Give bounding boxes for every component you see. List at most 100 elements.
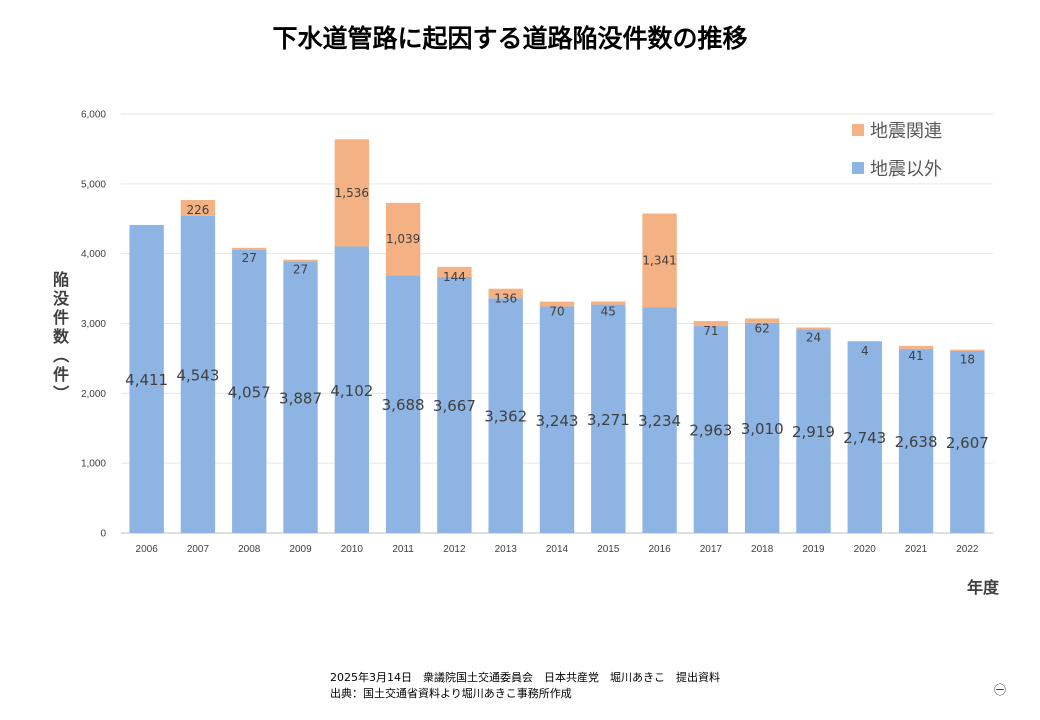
x-tick-label: 2006 [136,544,159,555]
x-tick-label: 2013 [495,544,518,555]
bar-earthquake-2007 [180,199,216,216]
data-label-non-earthquake-2007: 4,543 [176,366,219,384]
data-label-earthquake-2020: 4 [861,344,869,358]
data-label-non-earthquake-2014: 3,243 [536,412,579,430]
x-tick-label: 2010 [341,544,364,555]
x-tick-label: 2020 [854,544,877,555]
bar-earthquake-2021 [898,345,934,349]
bar-earthquake-2014 [539,301,575,307]
data-label-earthquake-2015: 45 [601,304,616,318]
y-axis-ticks: 0 1,000 2,000 3,000 4,000 5,000 6,000 [81,110,106,540]
bar-earthquake-2010 [334,139,370,247]
y-tick-label: 5,000 [81,179,106,190]
x-tick-label: 2021 [905,544,928,555]
data-label-earthquake-2009: 27 [293,263,308,277]
y-tick-label: 1,000 [81,459,106,470]
x-tick-label: 2017 [700,544,723,555]
data-label-non-earthquake-2012: 3,667 [433,397,476,415]
x-tick-label: 2015 [597,544,620,555]
bar-non-earthquake-2010 [334,246,370,533]
bar-non-earthquake-2007 [180,215,216,533]
data-label-non-earthquake-2017: 2,963 [689,422,732,440]
x-tick-label: 2009 [289,544,312,555]
bar-non-earthquake-2021 [898,348,934,533]
x-tick-label: 2019 [802,544,825,555]
bar-non-earthquake-2006 [129,224,164,534]
data-label-earthquake-2013: 136 [494,292,517,306]
x-tick-label: 2007 [187,544,210,555]
x-axis-ticks: 2006 2007 2008 2009 2010 2011 2012 2013 2014 2015… [136,544,979,555]
legend-label-earthquake: 地震関連 [870,121,942,142]
bar-earthquake-2011 [385,202,421,276]
legend-label-non-earthquake: 地震以外 [870,159,942,180]
data-label-non-earthquake-2022: 2,607 [946,434,989,452]
data-label-non-earthquake-2016: 3,234 [638,412,681,430]
bar-non-earthquake-2012 [437,276,472,533]
data-label-earthquake-2012: 144 [443,270,466,284]
y-tick-label: 0 [100,529,106,540]
data-label-earthquake-2018: 62 [755,321,770,335]
y-tick-label: 6,000 [81,110,106,121]
data-label-non-earthquake-2015: 3,271 [587,411,630,429]
data-label-non-earthquake-2009: 3,887 [279,389,322,407]
y-axis-label-char: 数 [53,327,70,346]
bars [129,139,985,534]
data-label-earthquake-2017: 71 [703,324,718,338]
x-tick-label: 2022 [956,544,979,555]
data-label-non-earthquake-2006: 4,411 [125,371,168,389]
bar-earthquake-2019 [796,327,831,330]
bar-earthquake-2012 [437,266,472,277]
y-axis-label: 陥没件数（件） [51,270,70,401]
data-label-earthquake-2021: 41 [908,349,923,363]
bar-non-earthquake-2014 [539,306,575,533]
data-label-earthquake-2016: 1,341 [642,253,676,267]
bar-non-earthquake-2009 [283,261,318,533]
x-tick-label: 2016 [648,544,671,555]
bar-non-earthquake-2016 [642,307,677,533]
data-label-non-earthquake-2021: 2,638 [895,433,938,451]
data-label-earthquake-2022: 18 [960,353,975,367]
y-tick-label: 2,000 [81,389,106,400]
y-axis-label-char: 陥 [53,270,69,289]
data-label-earthquake-2019: 24 [806,330,821,344]
bar-earthquake-2009 [283,259,318,262]
bar-earthquake-2008 [232,247,267,250]
data-label-earthquake-2008: 27 [242,251,257,265]
bar-earthquake-2017 [693,321,729,327]
legend: 地震関連 地震以外 [852,121,942,180]
x-tick-label: 2008 [238,544,261,555]
x-tick-label: 2014 [546,544,569,555]
data-label-earthquake-2007: 226 [186,203,209,217]
data-label-non-earthquake-2008: 4,057 [228,383,271,401]
y-axis-label-char: 件 [53,365,69,384]
bar-non-earthquake-2011 [385,275,421,533]
footer-line-2: 出典：国土交通省資料より堀川あきこ事務所作成 [330,686,572,700]
bar-non-earthquake-2008 [232,249,267,534]
y-tick-label: 3,000 [81,319,106,330]
y-axis-label-char: 没 [53,289,70,308]
y-axis-label-char: ） [51,385,70,401]
data-label-earthquake-2014: 70 [549,305,564,319]
data-label-non-earthquake-2020: 2,743 [843,429,886,447]
x-tick-label: 2018 [751,544,774,555]
x-axis-label: 年度 [967,578,1000,597]
data-label-earthquake-2010: 1,536 [335,186,369,200]
y-axis-label-char: （ [51,347,70,363]
legend-swatch-earthquake [852,124,864,136]
page-number: ㊀ [994,683,1006,697]
bar-earthquake-2015 [591,301,626,305]
bar-non-earthquake-2018 [744,322,780,533]
y-tick-label: 4,000 [81,249,106,260]
data-label-non-earthquake-2019: 2,919 [792,423,835,441]
chart-title: 下水道管路に起因する道路陥没件数の推移 [272,24,747,53]
legend-swatch-non-earthquake [852,162,864,174]
bar-non-earthquake-2015 [591,304,626,533]
data-label-non-earthquake-2018: 3,010 [741,420,784,438]
bar-non-earthquake-2017 [693,326,729,533]
data-label-earthquake-2011: 1,039 [386,232,420,246]
bar-earthquake-2016 [642,213,677,308]
bar-non-earthquake-2019 [796,329,831,533]
bar-earthquake-2022 [950,349,985,351]
bar-earthquake-2013 [488,288,523,299]
